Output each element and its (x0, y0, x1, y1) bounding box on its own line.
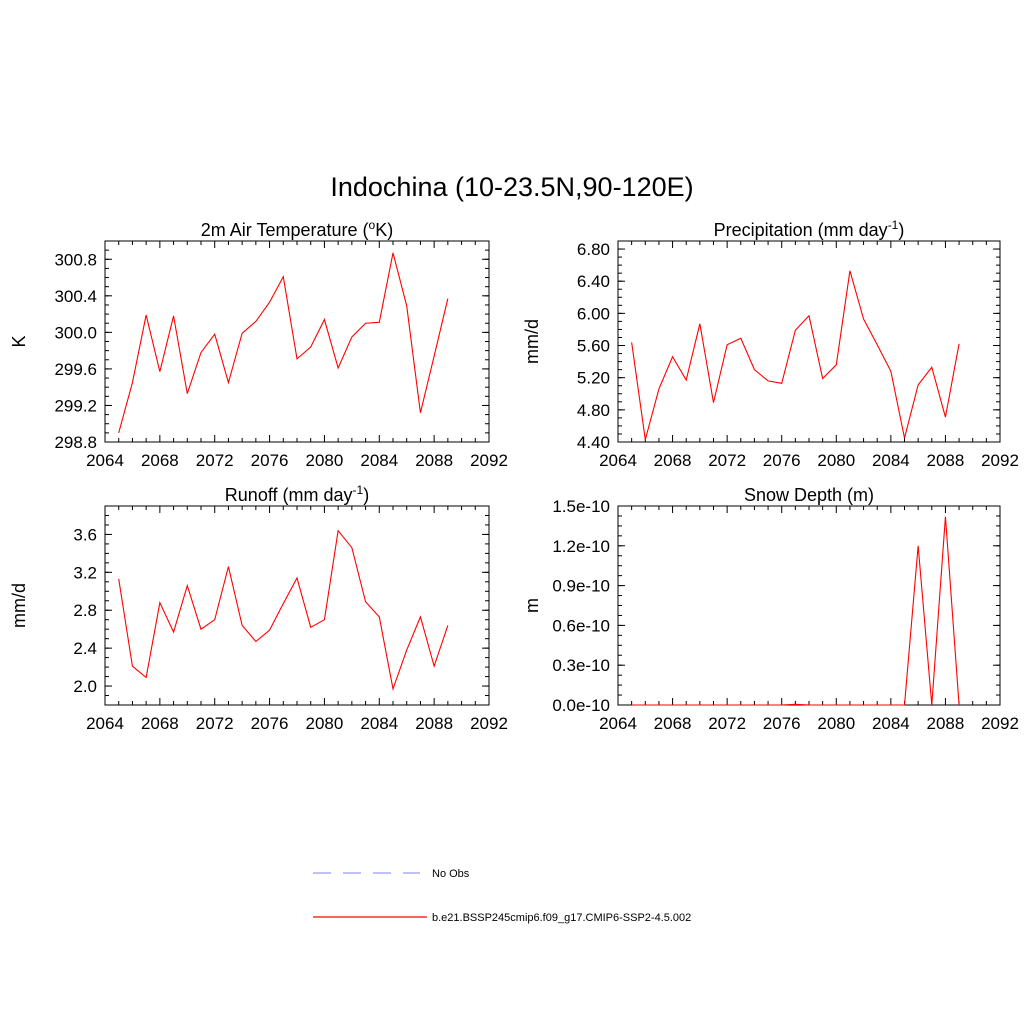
x-tick-label: 2076 (763, 451, 801, 470)
x-tick-label: 2072 (708, 714, 746, 733)
x-tick-label: 2076 (251, 714, 289, 733)
chart-title: Precipitation (mm day-1) (714, 218, 905, 240)
series-line (631, 270, 960, 440)
plot-frame (104, 505, 490, 706)
chart-title: 2m Air Temperature (oK) (201, 218, 393, 240)
chart-title: Snow Depth (m) (744, 485, 874, 505)
chart-title-tail: ) (898, 220, 904, 240)
chart-title-superscript: -1 (353, 483, 364, 497)
y-tick-label: 3.2 (73, 563, 97, 582)
y-axis-label: mm/d (522, 319, 542, 364)
x-tick-label: 2088 (927, 714, 965, 733)
x-tick-label: 2084 (872, 714, 910, 733)
chart-title-tail: K) (375, 220, 393, 240)
page-title: Indochina (10-23.5N,90-120E) (330, 172, 693, 202)
y-tick-label: 298.8 (54, 433, 97, 452)
legend-label-model-run: b.e21.BSSP245cmip6.f09_g17.CMIP6-SSP2-4.… (432, 912, 691, 924)
plot-frame (104, 240, 490, 443)
y-tick-label: 0.3e-10 (552, 656, 610, 675)
x-tick-label: 2064 (599, 451, 637, 470)
y-tick-label: 5.20 (577, 369, 610, 388)
y-axis-label: m (522, 598, 542, 613)
x-tick-label: 2076 (763, 714, 801, 733)
x-tick-label: 2068 (141, 451, 179, 470)
y-tick-label: 2.8 (73, 601, 97, 620)
x-tick-label: 2064 (86, 714, 124, 733)
x-tick-label: 2084 (872, 451, 910, 470)
x-tick-label: 2088 (415, 451, 453, 470)
x-tick-label: 2072 (196, 451, 234, 470)
y-tick-label: 300.4 (54, 287, 97, 306)
x-tick-label: 2076 (251, 451, 289, 470)
y-tick-label: 1.2e-10 (552, 537, 610, 556)
y-tick-label: 3.6 (73, 525, 97, 544)
y-axis-label: mm/d (9, 583, 29, 628)
y-tick-label: 1.5e-10 (552, 497, 610, 516)
chart-panel-4: Snow Depth (m) m 2064 2068 2072 2076 2080 2084 2… (522, 485, 1019, 733)
y-tick-label: 2.0 (73, 677, 97, 696)
series-line (631, 516, 960, 706)
y-tick-label: 300.8 (54, 250, 97, 269)
y-tick-label: 299.2 (54, 396, 97, 415)
y-tick-label: 6.40 (577, 272, 610, 291)
y-tick-label: 300.0 (54, 323, 97, 342)
x-tick-label: 2080 (817, 714, 855, 733)
y-axis-label: K (9, 335, 29, 347)
y-tick-label: 2.4 (73, 639, 97, 658)
x-tick-label: 2092 (470, 451, 508, 470)
y-tick-label: 4.40 (577, 433, 610, 452)
x-tick-label: 2072 (708, 451, 746, 470)
y-tick-label: 5.60 (577, 337, 610, 356)
x-tick-label: 2084 (360, 451, 398, 470)
x-tick-label: 2068 (141, 714, 179, 733)
x-tick-label: 2080 (306, 451, 344, 470)
chart-panels: 2m Air Temperature (oK) K 2064 2068 2072 2076… (9, 218, 1019, 733)
legend-label-no-obs: No Obs (432, 868, 470, 880)
y-tick-label: 6.80 (577, 240, 610, 259)
x-tick-label: 2088 (415, 714, 453, 733)
plot-frame (617, 505, 1001, 706)
x-tick-label: 2092 (981, 451, 1019, 470)
chart-title-tail: ) (363, 485, 369, 505)
x-tick-label: 2072 (196, 714, 234, 733)
chart-title-main: Runoff (mm day (225, 485, 353, 505)
legend: No Obs b.e21.BSSP245cmip6.f09_g17.CMIP6-… (313, 868, 691, 924)
x-tick-label: 2092 (470, 714, 508, 733)
y-tick-label: 4.80 (577, 401, 610, 420)
chart-title-main: 2m Air Temperature ( (201, 220, 369, 240)
chart-panel-3: Runoff (mm day-1) mm/d 2064 2068 2072 2076 208… (9, 483, 508, 733)
plot-frame (617, 240, 1001, 443)
chart-panel-1: 2m Air Temperature (oK) K 2064 2068 2072 2076… (9, 218, 508, 470)
series-line (118, 529, 449, 691)
series-line (118, 252, 449, 434)
x-tick-label: 2064 (599, 714, 637, 733)
y-tick-label: 0.9e-10 (552, 577, 610, 596)
x-tick-label: 2088 (927, 451, 965, 470)
x-tick-label: 2080 (306, 714, 344, 733)
x-tick-label: 2064 (86, 451, 124, 470)
chart-title-superscript: o (369, 218, 376, 232)
x-tick-label: 2068 (654, 451, 692, 470)
x-tick-label: 2068 (654, 714, 692, 733)
chart-title-superscript: -1 (888, 218, 899, 232)
x-tick-label: 2080 (817, 451, 855, 470)
legend-item-model-run: b.e21.BSSP245cmip6.f09_g17.CMIP6-SSP2-4.… (313, 912, 691, 924)
legend-item-no-obs: No Obs (313, 868, 470, 880)
chart-title-main: Snow Depth (m) (744, 485, 874, 505)
chart-title-main: Precipitation (mm day (714, 220, 888, 240)
x-tick-label: 2092 (981, 714, 1019, 733)
chart-panel-2: Precipitation (mm day-1) mm/d 2064 2068 2072… (522, 218, 1019, 470)
chart-title: Runoff (mm day-1) (225, 483, 369, 505)
y-tick-label: 299.6 (54, 360, 97, 379)
y-tick-label: 0.0e-10 (552, 696, 610, 715)
x-tick-label: 2084 (360, 714, 398, 733)
y-tick-label: 0.6e-10 (552, 616, 610, 635)
y-tick-label: 6.00 (577, 304, 610, 323)
